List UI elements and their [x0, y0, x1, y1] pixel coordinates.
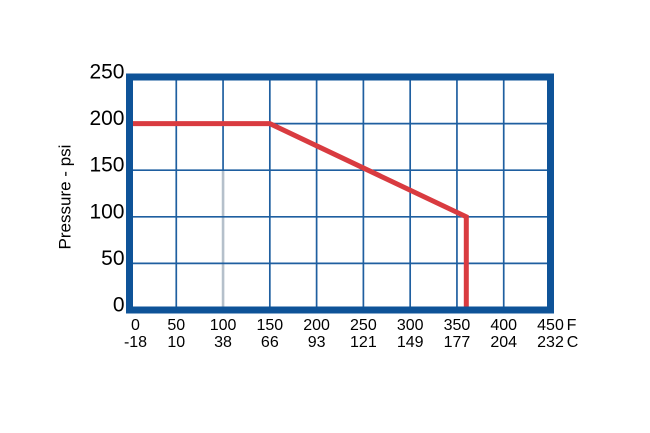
- x-tick-label-celsius: 121: [350, 334, 377, 351]
- y-tick-label: 200: [89, 107, 124, 130]
- x-tick-label-celsius: 93: [308, 334, 326, 351]
- x-tick-label-fahrenheit: 450: [537, 317, 564, 334]
- y-tick-label: 100: [89, 200, 124, 223]
- x-tick-label-celsius: 177: [444, 334, 471, 351]
- x-tick-label-celsius: 232: [537, 334, 564, 351]
- x-tick-label-celsius: 204: [490, 334, 517, 351]
- x-tick-label-celsius: -18: [124, 334, 147, 351]
- x-tick-label-fahrenheit: 100: [210, 317, 237, 334]
- x-tick-label-celsius: 10: [167, 334, 185, 351]
- x-tick-label-fahrenheit: 50: [167, 317, 185, 334]
- y-tick-label: 150: [89, 154, 124, 177]
- x-tick-label-fahrenheit: 400: [490, 317, 517, 334]
- y-tick-label: 0: [113, 294, 125, 317]
- x-tick-label-fahrenheit: 250: [350, 317, 377, 334]
- x-tick-label-celsius: 66: [261, 334, 279, 351]
- y-tick-label: 250: [89, 61, 124, 84]
- y-axis-title: Pressure - psi: [56, 145, 75, 250]
- x-tick-label-fahrenheit: 0: [131, 317, 140, 334]
- y-tick-label: 50: [101, 247, 124, 270]
- x-tick-label-fahrenheit: 150: [256, 317, 283, 334]
- x-axis-unit-celsius: C: [567, 334, 579, 351]
- x-tick-label-celsius: 38: [214, 334, 232, 351]
- x-tick-label-fahrenheit: 200: [303, 317, 330, 334]
- pressure-rating-line: [132, 121, 469, 307]
- x-axis-unit-fahrenheit: F: [567, 317, 577, 334]
- plot-border: [126, 73, 554, 314]
- x-tick-label-celsius: 149: [397, 334, 424, 351]
- x-tick-label-fahrenheit: 350: [444, 317, 471, 334]
- x-tick-label-fahrenheit: 300: [397, 317, 424, 334]
